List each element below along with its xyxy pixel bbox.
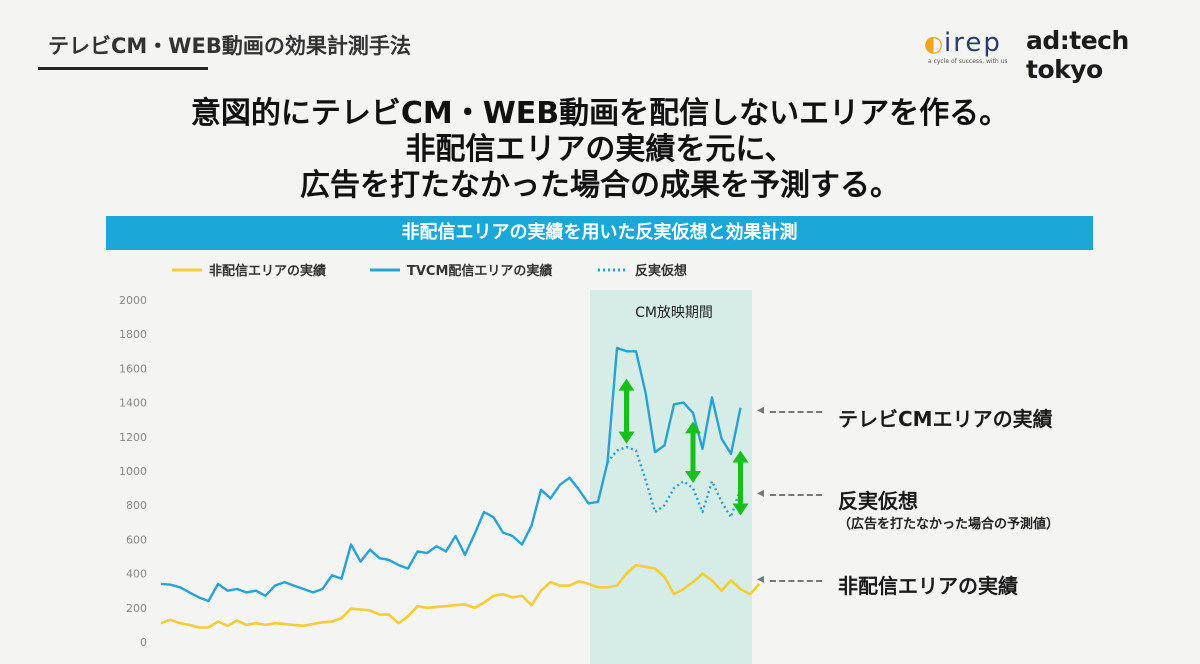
y-tick-label: 0 [140, 636, 147, 649]
headline-line-2: 非配信エリアの実績を元に、 [405, 132, 795, 167]
legend-label: 反実仮想 [635, 263, 687, 279]
non-area-series-line [160, 563, 761, 629]
tv-area-label: テレビCMエリアの実績 [838, 407, 1053, 431]
y-tick-label: 600 [126, 533, 147, 546]
y-tick-label: 1800 [119, 328, 147, 341]
headline-line-1: 意図的にテレビCM・WEB動画を配信しないエリアを作る。 [190, 96, 1010, 131]
chart-banner: 非配信エリアの実績を用いた反実仮想と効果計測 [106, 216, 1093, 250]
y-tick-label: 1200 [119, 431, 147, 444]
counterfactual-arrowhead-icon: ◂ [757, 485, 765, 501]
non-area-label: 非配信エリアの実績 [838, 574, 1018, 598]
effect-arrow-up-icon [618, 378, 635, 391]
y-tick-label: 400 [126, 568, 147, 581]
effect-arrow-down-icon [618, 431, 635, 444]
y-tick-label: 1600 [119, 362, 147, 375]
irep-wordmark: irep [944, 28, 1002, 58]
irep-mark-icon: ◐ [924, 32, 944, 57]
y-tick-label: 2000 [119, 294, 147, 307]
adtech-logo: ad:tech tokyo [1026, 26, 1129, 84]
cm-period-band [590, 290, 752, 664]
y-tick-label: 800 [126, 499, 147, 512]
y-tick-label: 1000 [119, 465, 147, 478]
non-area-pointer [770, 580, 822, 582]
tv-area-pointer [770, 411, 822, 413]
legend-label: TVCM配信エリアの実績 [407, 263, 552, 279]
effect-arrow-down-icon [732, 503, 749, 516]
headline-line-3: 広告を打たなかった場合の成果を予測する。 [300, 168, 900, 203]
title-underline [38, 67, 208, 70]
line-chart: CM放映期間 0 200 400 600 800 1000 1200 1400 1600 1800 2… [119, 263, 761, 664]
irep-tagline: a cycle of success, with us [928, 58, 1008, 65]
counterfactual-pointer [770, 494, 822, 496]
counterfactual-series-line [606, 445, 742, 519]
tv-area-arrowhead-icon: ◂ [757, 402, 765, 418]
cm-period-label: CM放映期間 [635, 305, 713, 321]
effect-arrow-down-icon [685, 470, 701, 483]
tv-area-series-line [160, 346, 742, 603]
y-tick-label: 1400 [119, 397, 147, 410]
y-tick-label: 200 [126, 602, 147, 615]
effect-arrow-up-icon [732, 450, 749, 463]
counterfactual-sublabel: （広告を打たなかった場合の予測値） [838, 517, 1060, 532]
slide-title: テレビCM・WEB動画の効果計測手法 [48, 34, 411, 58]
effect-arrow-up-icon [685, 421, 701, 434]
counterfactual-label: 反実仮想 [838, 489, 918, 513]
legend-label: 非配信エリアの実績 [209, 263, 326, 279]
irep-logo: ◐ irep a cycle of success, with us [924, 24, 1010, 66]
non-area-arrowhead-icon: ◂ [757, 571, 765, 587]
